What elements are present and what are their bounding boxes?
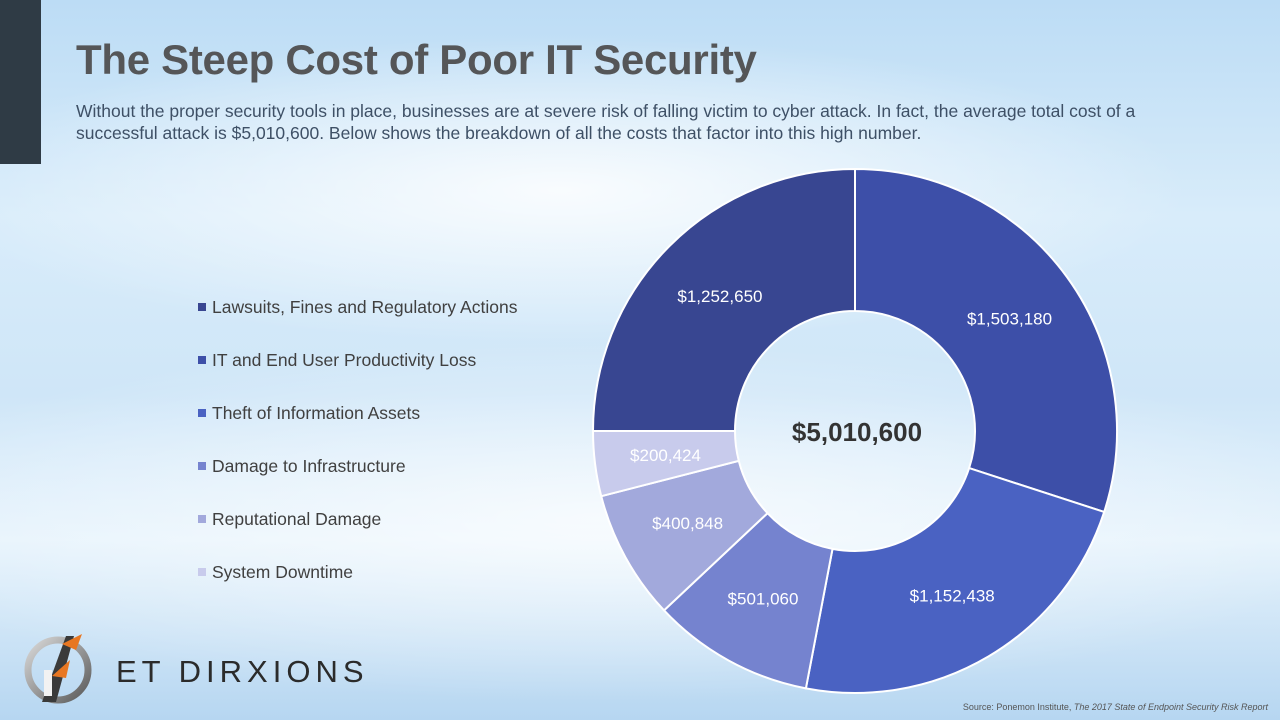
legend-label: System Downtime (212, 561, 354, 582)
legend-label: Reputational Damage (212, 508, 382, 529)
page-title: The Steep Cost of Poor IT Security (76, 36, 757, 83)
legend-swatch (198, 567, 206, 576)
legend-label: IT and End User Productivity Loss (212, 349, 477, 370)
legend-label: Theft of Information Assets (212, 402, 421, 423)
slice-data-label: $400,848 (652, 514, 723, 533)
source-citation: Source: Ponemon Institute, The 2017 Stat… (963, 702, 1268, 712)
lightning-arrow-logo-icon (24, 634, 92, 704)
source-prefix: Source: Ponemon Institute, (962, 702, 1074, 712)
legend-swatch (198, 408, 206, 417)
source-title: The 2017 State of Endpoint Security Risk… (1073, 702, 1268, 712)
legend-item-damage-to-infrastructure: Damage to Infrastructure (198, 439, 517, 492)
slice-data-label: $501,060 (728, 589, 799, 608)
legend-swatch (198, 355, 206, 364)
page-subtitle: Without the proper security tools in pla… (76, 101, 1136, 143)
donut-slice (854, 167, 1118, 514)
slice-data-label: $200,424 (630, 446, 701, 465)
slice-data-label: $1,252,650 (677, 287, 762, 306)
legend-label: Damage to Infrastructure (212, 455, 406, 476)
legend-item-system-downtime: Lawsuits, Fines and Regulatory Actions (198, 280, 517, 333)
logo-wordmark: ET DIRXIONS (116, 654, 369, 689)
legend-swatch (198, 302, 206, 311)
legend-label: Lawsuits, Fines and Regulatory Actions (212, 296, 518, 317)
donut-center-total: $5,010,600 (792, 417, 922, 447)
legend-item-lawsuits: System Downtime (198, 545, 517, 598)
slice-data-label: $1,503,180 (967, 310, 1052, 329)
legend-item-theft-of-information: Theft of Information Assets (198, 386, 517, 439)
slice-data-label: $1,152,438 (910, 586, 995, 605)
company-logo: ET DIRXIONS (22, 630, 364, 710)
legend-swatch (198, 514, 206, 523)
legend-item-reputational-damage: Reputational Damage (198, 492, 517, 545)
legend-swatch (198, 461, 206, 470)
chart-legend: Lawsuits, Fines and Regulatory Actions I… (198, 280, 517, 598)
donut-slice (804, 466, 1106, 694)
donut-slice (591, 167, 856, 432)
legend-item-productivity-loss: IT and End User Productivity Loss (198, 333, 517, 386)
corner-accent-bar (0, 0, 41, 164)
